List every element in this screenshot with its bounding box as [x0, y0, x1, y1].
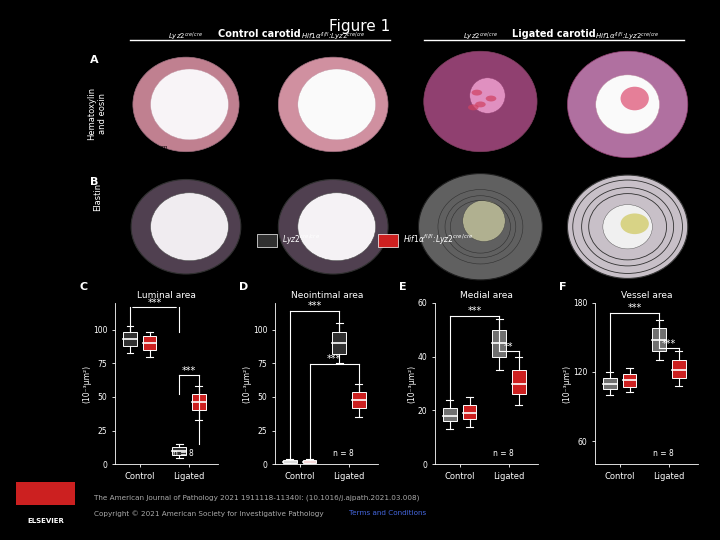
- Title: Vessel area: Vessel area: [621, 292, 672, 300]
- Text: n = 8: n = 8: [173, 449, 194, 458]
- Text: Hematoxylin
and eosin: Hematoxylin and eosin: [88, 87, 107, 140]
- Text: n = 8: n = 8: [333, 449, 354, 458]
- FancyBboxPatch shape: [283, 461, 297, 463]
- FancyBboxPatch shape: [332, 332, 346, 354]
- Ellipse shape: [150, 69, 228, 140]
- FancyBboxPatch shape: [603, 378, 617, 389]
- FancyBboxPatch shape: [143, 336, 156, 350]
- Ellipse shape: [567, 51, 688, 158]
- Title: Luminal area: Luminal area: [138, 292, 197, 300]
- Text: Elastin: Elastin: [93, 183, 102, 211]
- FancyBboxPatch shape: [512, 370, 526, 394]
- FancyBboxPatch shape: [172, 447, 186, 455]
- Ellipse shape: [475, 102, 486, 107]
- Text: $Hif1\alpha^{fl/fl}$:$Lyz2^{cre/cre}$: $Hif1\alpha^{fl/fl}$:$Lyz2^{cre/cre}$: [301, 31, 366, 43]
- Text: ***: ***: [307, 301, 322, 311]
- Text: Copyright © 2021 American Society for Investigative Pathology: Copyright © 2021 American Society for In…: [94, 510, 325, 517]
- Text: $Hif1\alpha^{fl/fl}$:$Lyz2^{cre/cre}$: $Hif1\alpha^{fl/fl}$:$Lyz2^{cre/cre}$: [595, 31, 660, 43]
- Ellipse shape: [424, 51, 537, 152]
- Text: A: A: [90, 55, 99, 65]
- FancyBboxPatch shape: [352, 392, 366, 408]
- Y-axis label: (10⁻³μm²): (10⁻³μm²): [83, 364, 91, 403]
- Text: Figure 1: Figure 1: [329, 19, 391, 34]
- FancyBboxPatch shape: [192, 394, 206, 410]
- FancyBboxPatch shape: [672, 360, 685, 378]
- Ellipse shape: [603, 205, 652, 249]
- Text: Terms and Conditions: Terms and Conditions: [349, 510, 426, 516]
- Text: n = 8: n = 8: [653, 449, 674, 458]
- Ellipse shape: [298, 193, 376, 261]
- Ellipse shape: [279, 179, 388, 274]
- Ellipse shape: [279, 57, 388, 152]
- Ellipse shape: [150, 193, 228, 261]
- Text: The American Journal of Pathology 2021 1911118-11340I: (10.1016/j.ajpath.2021.03: The American Journal of Pathology 2021 1…: [94, 494, 419, 501]
- Ellipse shape: [486, 96, 496, 102]
- Text: ***: ***: [662, 339, 676, 349]
- Ellipse shape: [463, 200, 505, 241]
- Title: Medial area: Medial area: [460, 292, 513, 300]
- Text: $Lyz2^{cre/cre}$: $Lyz2^{cre/cre}$: [463, 31, 498, 43]
- Ellipse shape: [567, 175, 688, 279]
- FancyBboxPatch shape: [302, 461, 317, 463]
- Ellipse shape: [298, 69, 376, 140]
- FancyBboxPatch shape: [492, 329, 506, 356]
- Bar: [257, 234, 277, 247]
- Ellipse shape: [621, 87, 649, 110]
- Y-axis label: (10⁻³μm²): (10⁻³μm²): [563, 364, 572, 403]
- FancyBboxPatch shape: [123, 332, 137, 346]
- Text: ***: ***: [627, 303, 642, 313]
- Title: Neointimal area: Neointimal area: [291, 292, 363, 300]
- Ellipse shape: [621, 213, 649, 234]
- Text: ***: ***: [148, 298, 162, 308]
- Y-axis label: (10⁻³μm²): (10⁻³μm²): [243, 364, 252, 403]
- Ellipse shape: [418, 173, 542, 280]
- Ellipse shape: [469, 78, 505, 113]
- Text: B: B: [90, 177, 98, 187]
- Text: ELSEVIER: ELSEVIER: [27, 518, 64, 524]
- Ellipse shape: [468, 104, 479, 110]
- Text: $Hif1\alpha^{fl/fl}$:$Lyz2^{cre/cre}$: $Hif1\alpha^{fl/fl}$:$Lyz2^{cre/cre}$: [403, 233, 474, 247]
- Text: Control carotid: Control carotid: [218, 29, 301, 39]
- Text: $Lyz2^{cre/cre}$: $Lyz2^{cre/cre}$: [168, 31, 204, 43]
- Text: ***: ***: [467, 306, 482, 316]
- Text: F: F: [559, 282, 567, 292]
- Text: $Lyz2^{cre/cre}$: $Lyz2^{cre/cre}$: [282, 233, 320, 247]
- Text: C: C: [79, 282, 87, 292]
- Y-axis label: (10⁻³μm²): (10⁻³μm²): [408, 364, 416, 403]
- Ellipse shape: [472, 90, 482, 96]
- Text: D: D: [239, 282, 248, 292]
- Text: Ligated carotid: Ligated carotid: [512, 29, 596, 39]
- Text: **: **: [504, 342, 513, 352]
- Text: E: E: [399, 282, 407, 292]
- FancyBboxPatch shape: [463, 405, 477, 418]
- Ellipse shape: [131, 179, 240, 274]
- Text: 100μm: 100μm: [148, 145, 168, 150]
- Ellipse shape: [133, 57, 239, 152]
- Bar: [16, 482, 75, 505]
- Text: ***: ***: [182, 366, 196, 376]
- FancyBboxPatch shape: [652, 328, 666, 351]
- Text: n = 8: n = 8: [493, 449, 514, 458]
- FancyBboxPatch shape: [623, 374, 636, 387]
- FancyBboxPatch shape: [443, 408, 456, 421]
- Text: ***: ***: [327, 354, 341, 364]
- Ellipse shape: [595, 75, 660, 134]
- Bar: [378, 234, 398, 247]
